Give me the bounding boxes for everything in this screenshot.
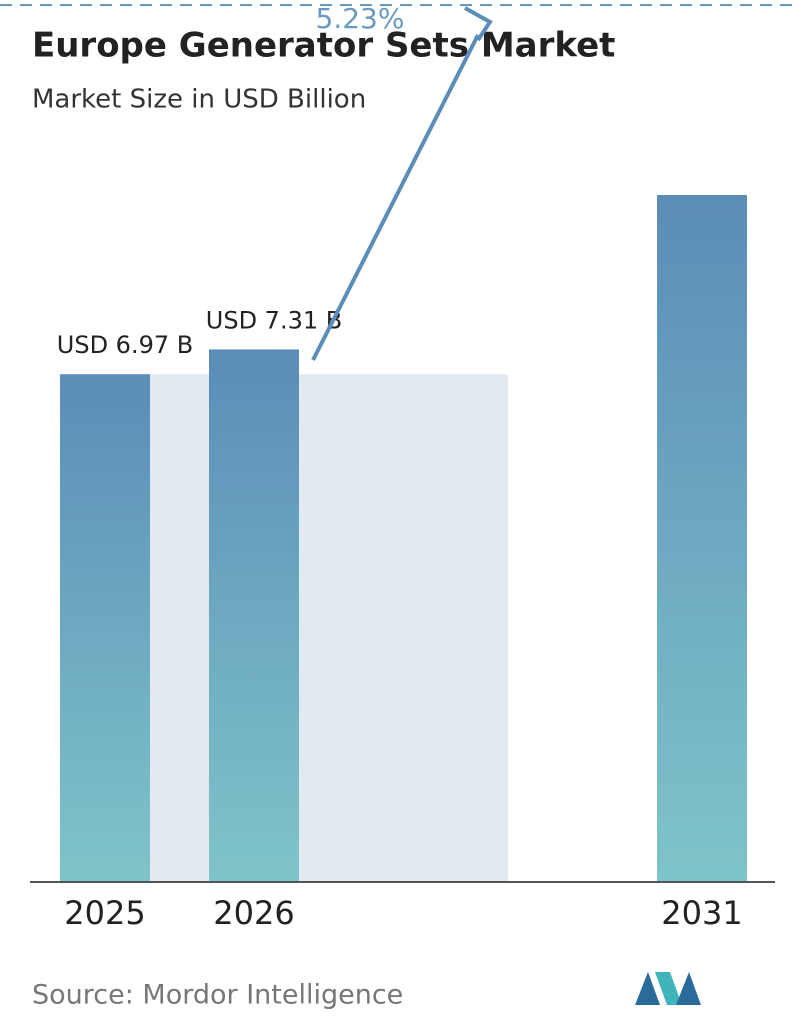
source: Source: Mordor Intelligence <box>32 980 403 1011</box>
bar <box>657 195 747 882</box>
cagr-arrow-head <box>464 6 493 42</box>
plot-area: 2025 USD 6.97 B 2026 USD 7.31 B 2031 <box>57 195 747 932</box>
logo <box>635 972 701 1005</box>
cagr-arrow <box>311 34 480 361</box>
value-label: USD 7.31 B <box>206 306 342 334</box>
bar <box>60 374 150 882</box>
value-label: USD 6.97 B <box>57 331 193 359</box>
bar <box>209 349 299 882</box>
cagr-label: 5.23% <box>316 2 405 35</box>
x-tick-label: 2026 <box>213 894 294 932</box>
x-tick-label: 2025 <box>64 894 145 932</box>
x-tick-label: 2031 <box>661 894 742 932</box>
chart-title: Europe Generator Sets Market <box>32 26 615 66</box>
chart-subtitle: Market Size in USD Billion <box>32 85 366 115</box>
